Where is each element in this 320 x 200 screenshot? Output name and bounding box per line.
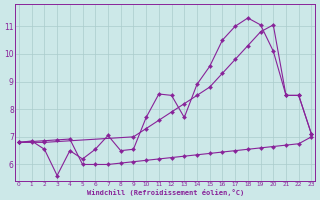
X-axis label: Windchill (Refroidissement éolien,°C): Windchill (Refroidissement éolien,°C) <box>87 189 244 196</box>
